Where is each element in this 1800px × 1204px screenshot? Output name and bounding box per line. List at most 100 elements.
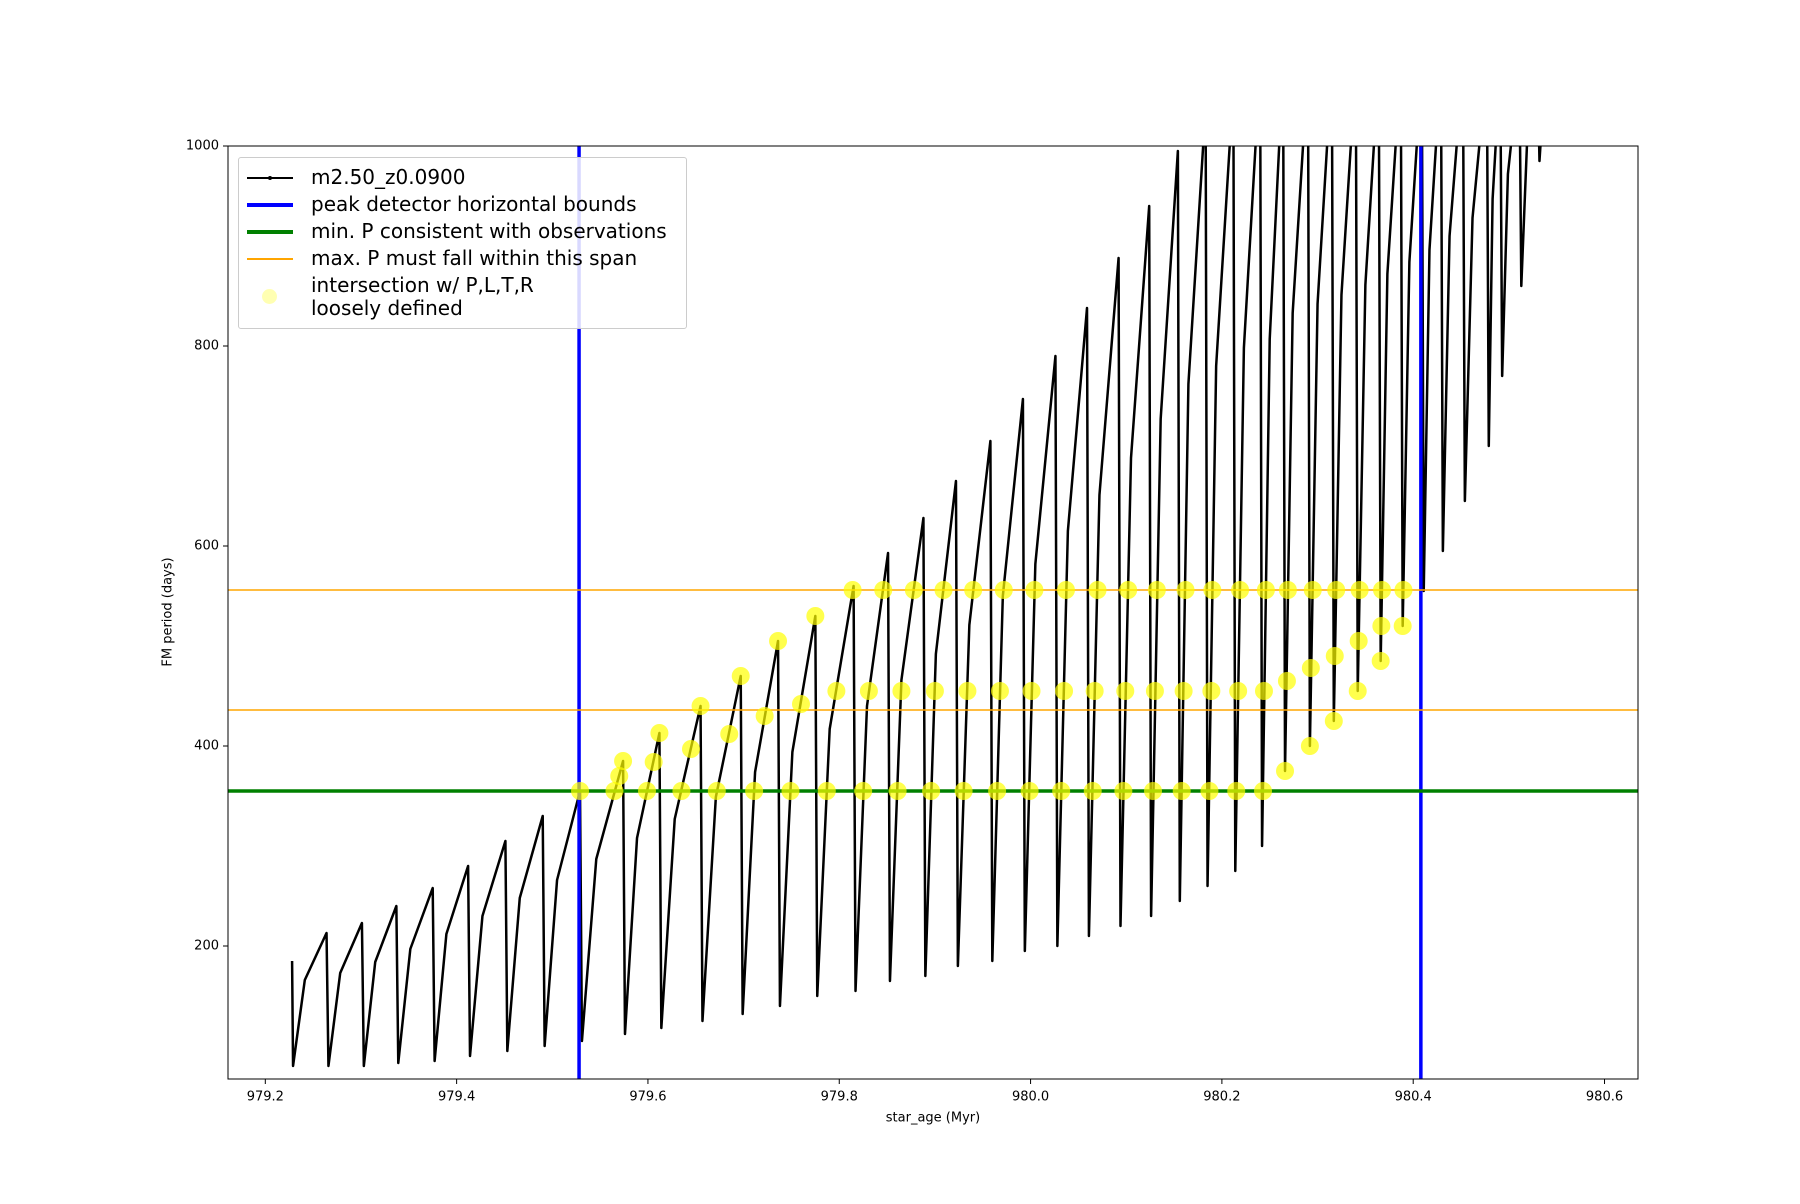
scatter-point bbox=[1145, 682, 1164, 700]
legend-key bbox=[247, 249, 293, 269]
legend-entry: min. P consistent with observations bbox=[247, 220, 678, 243]
legend-entry: max. P must fall within this span bbox=[247, 247, 678, 270]
scatter-point bbox=[1020, 782, 1039, 800]
scatter-point bbox=[672, 782, 691, 800]
scatter-point bbox=[1277, 672, 1296, 690]
y-tick-label: 600 bbox=[194, 539, 219, 554]
scatter-point bbox=[1278, 581, 1297, 599]
scatter-point bbox=[817, 782, 836, 800]
scatter-point bbox=[791, 695, 810, 713]
scatter-point bbox=[1114, 782, 1133, 800]
legend-entry: m2.50_z0.0900 bbox=[247, 166, 678, 189]
axes-frame bbox=[227, 145, 1639, 1080]
scatter-point bbox=[720, 725, 739, 743]
scatter-point bbox=[1116, 682, 1135, 700]
y-tick-label: 400 bbox=[194, 739, 219, 754]
scatter-point bbox=[1256, 581, 1275, 599]
scatter-point bbox=[874, 581, 893, 599]
x-tick-label: 979.4 bbox=[438, 1090, 475, 1105]
scatter-point bbox=[964, 581, 983, 599]
scatter-point bbox=[1055, 682, 1074, 700]
x-tick-label: 979.2 bbox=[247, 1090, 284, 1105]
scatter-point bbox=[1056, 581, 1075, 599]
scatter-point bbox=[745, 782, 764, 800]
scatter-point bbox=[990, 682, 1009, 700]
scatter-point bbox=[1083, 782, 1102, 800]
x-tick-label: 980.6 bbox=[1586, 1090, 1623, 1105]
scatter-point bbox=[1350, 581, 1369, 599]
legend-label: max. P must fall within this span bbox=[311, 246, 638, 270]
legend-entry: peak detector horizontal bounds bbox=[247, 193, 678, 216]
scatter-point bbox=[859, 682, 878, 700]
y-tick-label: 1000 bbox=[186, 139, 219, 154]
scatter-point bbox=[1325, 647, 1344, 665]
scatter-point bbox=[1324, 712, 1343, 730]
scatter-point bbox=[806, 607, 825, 625]
legend-key bbox=[247, 168, 293, 188]
x-axis-label: star_age (Myr) bbox=[886, 1111, 980, 1126]
plot-area bbox=[228, 146, 1638, 1079]
scatter-point bbox=[1176, 581, 1195, 599]
scatter-point bbox=[1172, 782, 1191, 800]
scatter-point bbox=[605, 782, 624, 800]
scatter-point bbox=[769, 632, 788, 650]
scatter-point bbox=[1088, 581, 1107, 599]
scatter-point bbox=[1147, 581, 1166, 599]
scatter-point bbox=[1371, 652, 1390, 670]
scatter-point bbox=[888, 782, 907, 800]
scatter-point bbox=[637, 782, 656, 800]
scatter-point bbox=[781, 782, 800, 800]
scatter-point bbox=[1203, 581, 1222, 599]
scatter-point bbox=[988, 782, 1007, 800]
scatter-point bbox=[854, 782, 873, 800]
scatter-point bbox=[755, 707, 774, 725]
scatter-point bbox=[1144, 782, 1163, 800]
scatter-point bbox=[1348, 682, 1367, 700]
scatter-point bbox=[681, 740, 700, 758]
legend-key bbox=[247, 195, 293, 215]
scatter-point bbox=[644, 753, 663, 771]
x-tick-label: 980.4 bbox=[1395, 1090, 1432, 1105]
scatter-point bbox=[1227, 782, 1246, 800]
scatter-point bbox=[843, 581, 862, 599]
scatter-point bbox=[1202, 682, 1221, 700]
legend-entry: intersection w/ P,L,T,R loosely defined bbox=[247, 274, 678, 320]
scatter-point bbox=[1085, 682, 1104, 700]
scatter-point bbox=[827, 682, 846, 700]
scatter-point bbox=[571, 782, 590, 800]
scatter-point bbox=[1372, 617, 1391, 635]
scatter-point bbox=[1231, 581, 1250, 599]
legend-label: peak detector horizontal bounds bbox=[311, 192, 637, 216]
scatter-point bbox=[1052, 782, 1071, 800]
scatter-point bbox=[994, 581, 1013, 599]
scatter-point bbox=[1349, 632, 1368, 650]
scatter-point bbox=[922, 782, 941, 800]
scatter-point bbox=[1174, 682, 1193, 700]
y-tick-label: 200 bbox=[194, 939, 219, 954]
scatter-point bbox=[1025, 581, 1044, 599]
scatter-point bbox=[934, 581, 953, 599]
scatter-point bbox=[904, 581, 923, 599]
scatter-point bbox=[892, 682, 911, 700]
x-tick-label: 980.2 bbox=[1203, 1090, 1240, 1105]
legend-key bbox=[247, 222, 293, 242]
scatter-point bbox=[1022, 682, 1041, 700]
scatter-point bbox=[954, 782, 973, 800]
scatter-point bbox=[707, 782, 726, 800]
scatter-point bbox=[1200, 782, 1219, 800]
scatter-point bbox=[958, 682, 977, 700]
scatter-point bbox=[691, 697, 710, 715]
scatter-point bbox=[1229, 682, 1248, 700]
scatter-point bbox=[925, 682, 944, 700]
y-tick-label: 800 bbox=[194, 339, 219, 354]
scatter-point bbox=[1254, 782, 1273, 800]
scatter-point bbox=[1373, 581, 1392, 599]
scatter-point bbox=[1393, 617, 1412, 635]
scatter-point bbox=[1303, 581, 1322, 599]
legend-key bbox=[247, 287, 293, 307]
scatter-point bbox=[614, 752, 633, 770]
data-line bbox=[290, 146, 1542, 1068]
